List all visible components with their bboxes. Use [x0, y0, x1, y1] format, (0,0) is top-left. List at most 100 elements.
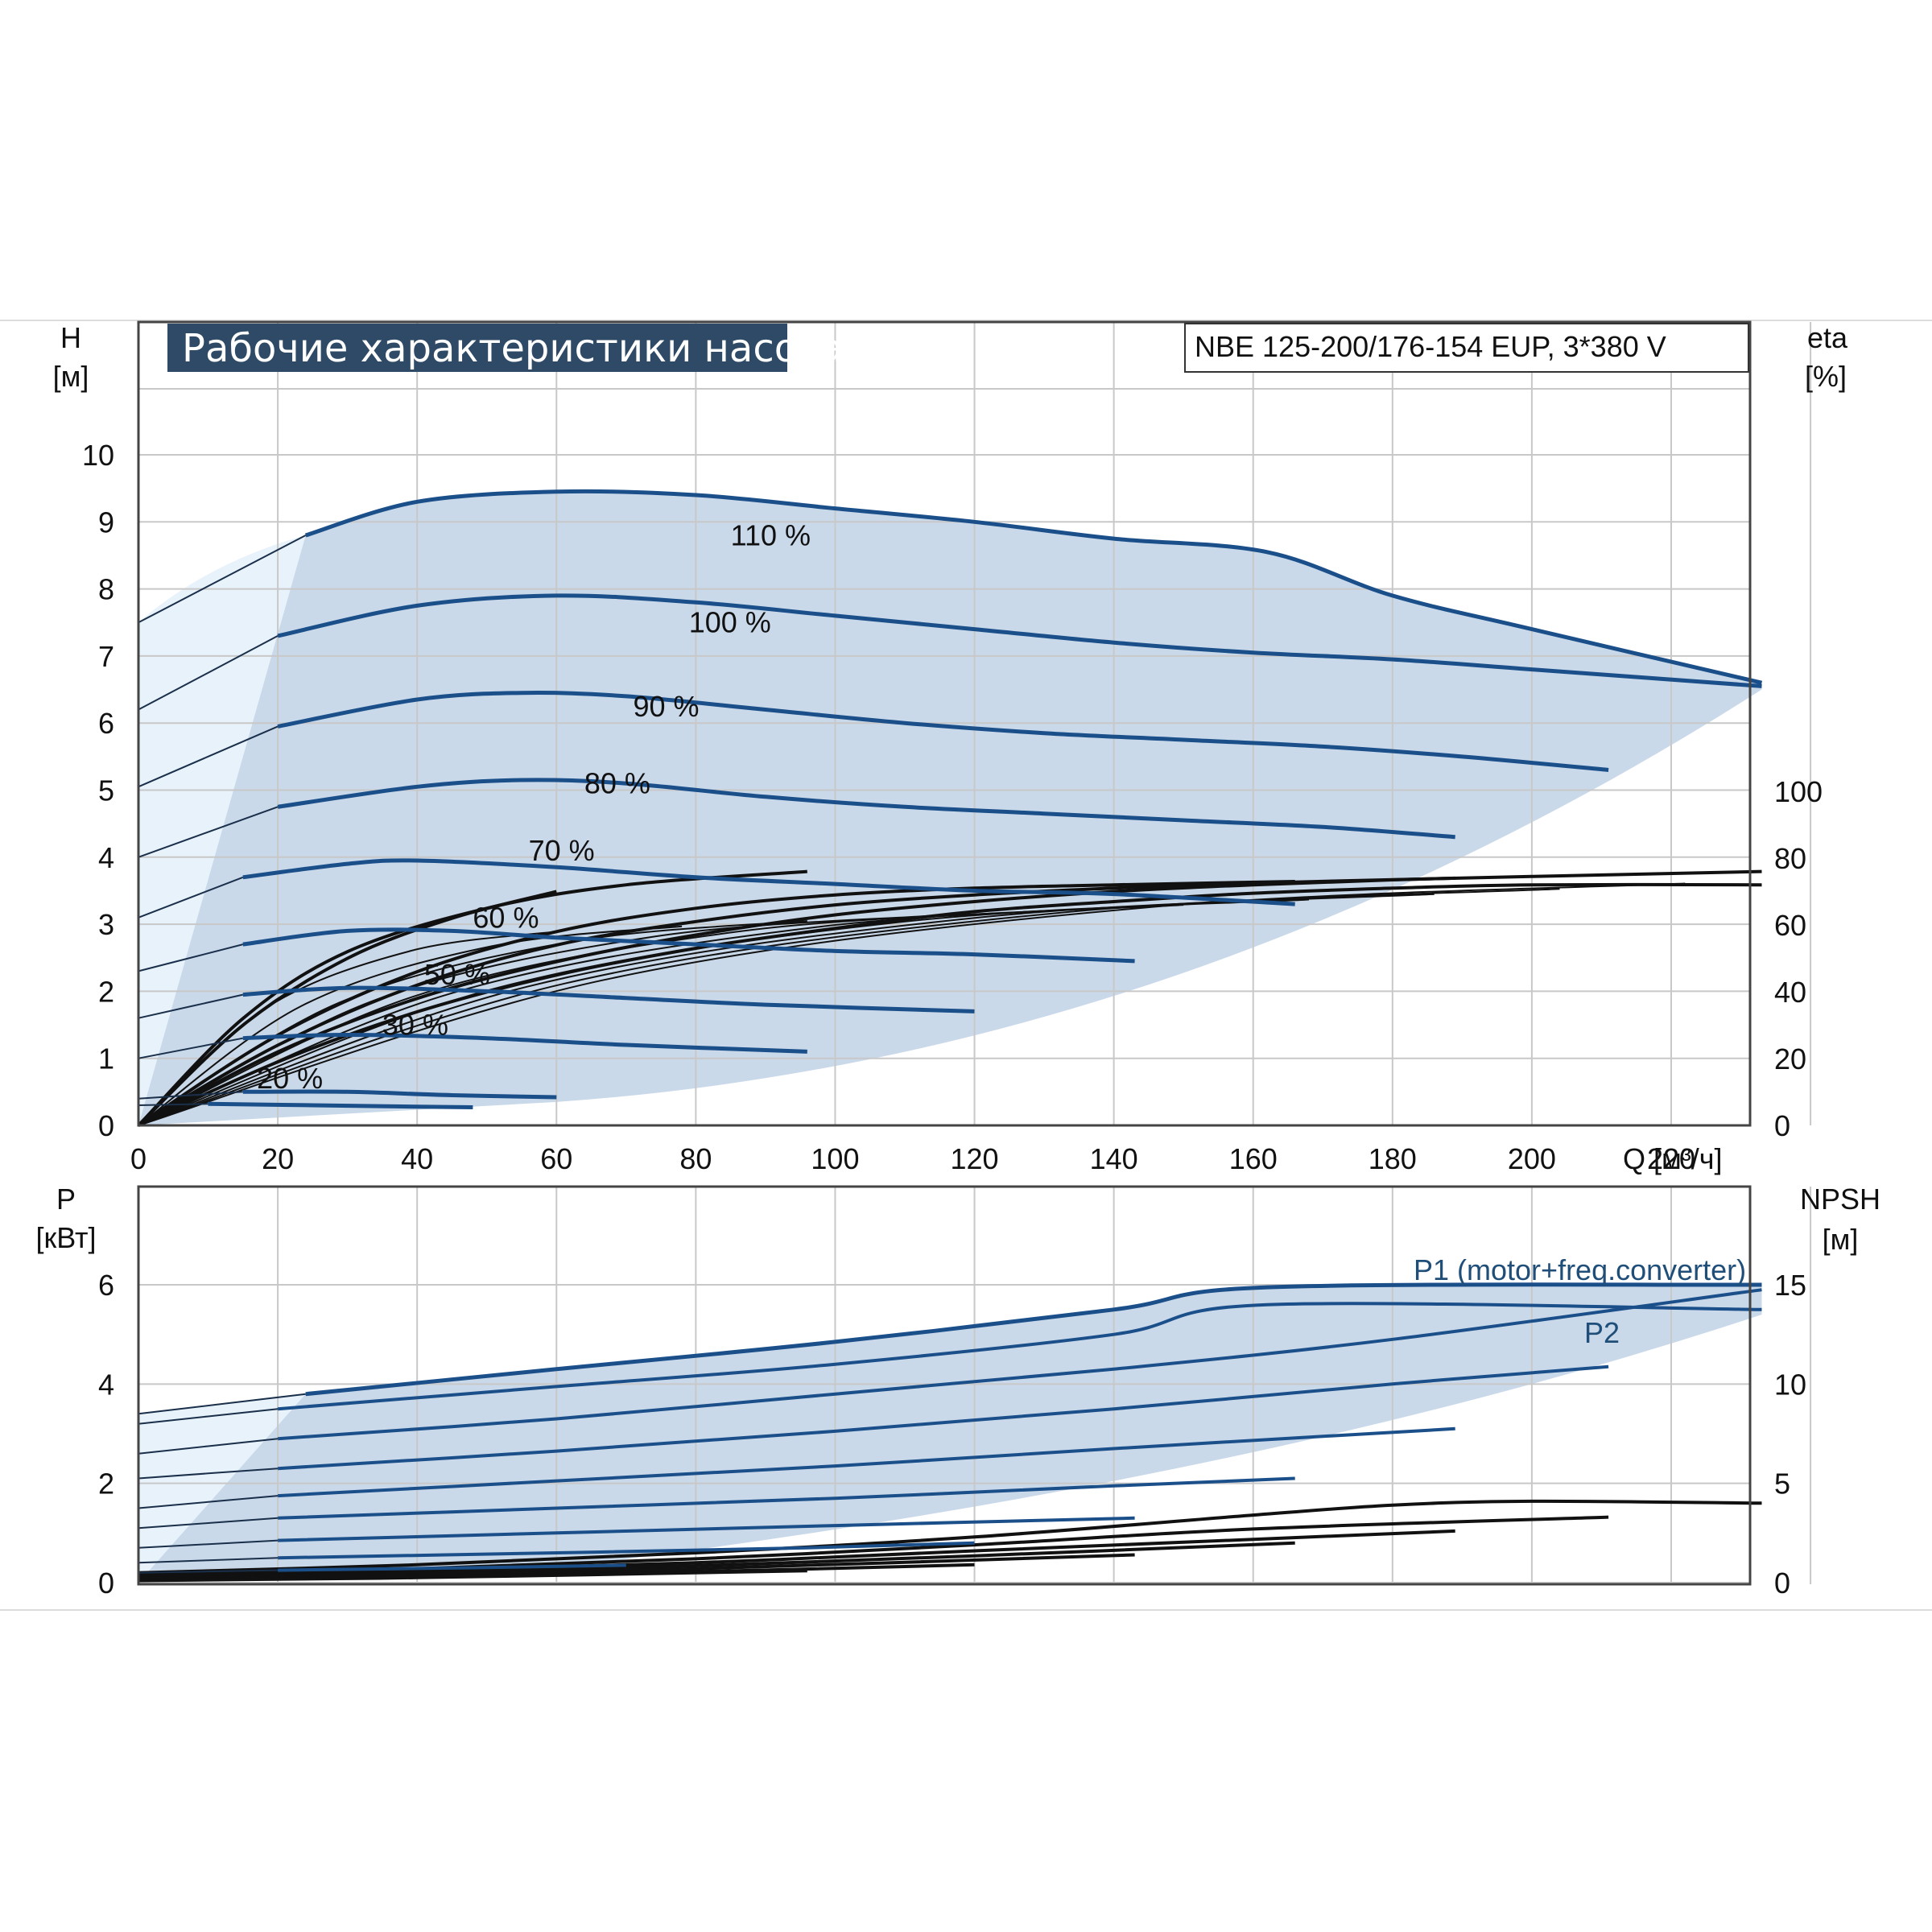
power-curves	[138, 1282, 1762, 1574]
head-axis-label: H	[60, 321, 81, 354]
head-curve	[277, 691, 1609, 772]
npsh-axis-unit: [м]	[1823, 1223, 1859, 1256]
head-x-tick-labels: 0 20 40 60 80 100 120 140 160 180 200 220	[130, 1142, 1695, 1175]
p1-curve	[305, 1282, 1762, 1397]
head-curve-label: 90 %	[633, 690, 699, 723]
q-tick-label: 100	[811, 1142, 859, 1175]
head-curve-extension	[138, 1037, 243, 1059]
head-curve	[277, 593, 1762, 688]
head-curve-extension	[138, 876, 244, 919]
head-curve-labels: 110 % 100 % 90 % 80 % 70 % 60 % 50 % 30 % 20 %	[257, 518, 811, 1095]
efficiency-curve-thin	[138, 920, 807, 1126]
power-plot-frame	[137, 1185, 1752, 1586]
head-curve	[242, 985, 975, 1013]
head-curve-extension	[138, 993, 244, 1019]
power-tick-label: 0	[98, 1567, 114, 1600]
eta-tick-label: 100	[1774, 775, 1823, 808]
eta-tick-label: 40	[1774, 976, 1806, 1009]
npsh-tick-labels: 0 5 10 15	[1774, 1269, 1806, 1600]
head-curve-label: 80 %	[584, 767, 650, 800]
q-tick-label: 200	[1508, 1142, 1556, 1175]
efficiency-curve-thin	[138, 882, 1686, 1126]
p2-label: P2	[1584, 1316, 1620, 1349]
q-tick-label: 80	[679, 1142, 712, 1175]
power-curve-extension	[138, 1495, 279, 1509]
power-axis-unit: [кВт]	[35, 1221, 96, 1254]
power-curve-extension	[138, 1468, 279, 1480]
q-axis-label: Q [м³/ч]	[1623, 1142, 1723, 1175]
head-tick-label: 7	[98, 640, 114, 673]
head-curves	[138, 489, 1763, 1109]
head-plot-frame	[137, 320, 1752, 1127]
power-panel: 0 2 4 6 0 5 10 15 P [кВт] NPSH [м] P1 (motor+f…	[35, 1183, 1880, 1600]
head-curve	[242, 927, 1135, 964]
efficiency-curve-thin	[138, 931, 557, 1126]
npsh-tick-label: 5	[1774, 1468, 1790, 1501]
head-tick-label: 1	[98, 1042, 114, 1075]
power-axis-label: P	[56, 1183, 76, 1216]
power-curve-extension	[138, 1569, 279, 1574]
eta-tick-label: 0	[1774, 1109, 1790, 1142]
npsh-tick-label: 10	[1774, 1368, 1806, 1401]
head-curve-extension	[138, 535, 307, 624]
power-tick-label: 4	[98, 1368, 114, 1401]
head-panel: 110 % 100 % 90 % 80 % 70 % 60 % 50 % 30 % 20 % 0…	[53, 320, 1848, 1175]
head-curve-label: 70 %	[529, 834, 595, 867]
efficiency-curve	[137, 869, 807, 1127]
q-tick-label: 60	[540, 1142, 572, 1175]
efficiency-curves	[137, 869, 1762, 1127]
eta-tick-labels: 0 20 40 60 80 100	[1774, 775, 1823, 1142]
power-curve	[277, 1288, 1762, 1441]
eta-tick-label: 20	[1774, 1042, 1806, 1075]
efficiency-curve-thin	[138, 888, 1560, 1126]
head-tick-label: 2	[98, 975, 114, 1008]
head-curve-extension	[138, 943, 244, 972]
chart-title: Рабочие характеристики насоса	[182, 326, 843, 371]
q-tick-label: 120	[951, 1142, 999, 1175]
power-curve	[278, 1516, 1135, 1542]
eta-tick-label: 60	[1774, 909, 1806, 942]
head-tick-label: 5	[98, 774, 114, 807]
head-curve-label: 100 %	[689, 606, 771, 639]
q-tick-label: 180	[1368, 1142, 1417, 1175]
head-tick-label: 0	[98, 1109, 114, 1142]
power-curve	[277, 1426, 1455, 1498]
q-tick-label: 160	[1229, 1142, 1278, 1175]
q-tick-label: 140	[1090, 1142, 1138, 1175]
head-y-tick-labels: 0 1 2 3 4 5 6 7 8 9 10	[82, 439, 114, 1142]
head-tick-label: 8	[98, 573, 114, 606]
q-tick-label: 20	[262, 1142, 294, 1175]
q-tick-label: 0	[130, 1142, 147, 1175]
eta-tick-label: 80	[1774, 842, 1806, 875]
efficiency-curve-thin	[138, 925, 683, 1126]
eta-axis-label: eta	[1807, 321, 1848, 354]
efficiency-curve-thin	[138, 914, 933, 1126]
head-curve-label: 60 %	[473, 901, 539, 934]
power-curve-extension	[138, 1539, 279, 1549]
head-curve-extension	[138, 1103, 208, 1106]
p1-label: P1 (motor+freq.converter)	[1414, 1253, 1746, 1286]
eta-axis-unit: [%]	[1805, 360, 1847, 393]
head-curve-extension	[138, 806, 279, 858]
power-tick-label: 2	[98, 1468, 114, 1501]
power-curve-extension	[138, 1517, 279, 1530]
efficiency-curve	[137, 880, 1295, 1127]
power-curve-extension	[138, 1393, 306, 1415]
npsh-curve	[138, 1499, 1762, 1575]
q-tick-label: 40	[401, 1142, 433, 1175]
head-curve	[304, 489, 1763, 685]
model-box	[1184, 323, 1749, 373]
power-curve	[278, 1476, 1295, 1520]
npsh-axis-label: NPSH	[1800, 1183, 1880, 1216]
power-curve-extension	[138, 1438, 279, 1455]
power-y-tick-labels: 0 2 4 6	[98, 1269, 114, 1600]
power-operating-region-light	[138, 1393, 306, 1583]
head-curve	[277, 778, 1455, 840]
power-curve	[278, 1541, 975, 1560]
model-label: NBE 125-200/176-154 EUP, 3*380 V	[1195, 330, 1666, 363]
power-curve-extension	[138, 1408, 279, 1425]
npsh-tick-label: 0	[1774, 1567, 1790, 1600]
power-curve	[277, 1364, 1609, 1471]
power-curve-extension	[138, 1557, 279, 1564]
